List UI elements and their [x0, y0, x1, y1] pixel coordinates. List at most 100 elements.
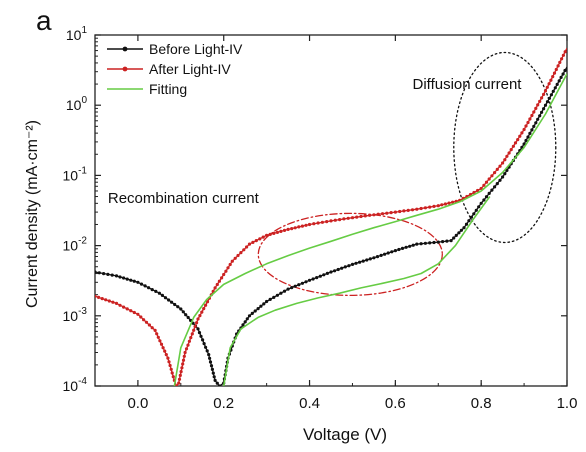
data-point	[490, 188, 494, 192]
data-point	[192, 328, 196, 332]
data-point	[158, 339, 162, 343]
data-point	[464, 222, 469, 226]
y-tick-exponent: -4	[78, 376, 87, 387]
data-point	[228, 262, 232, 267]
data-point	[457, 231, 461, 235]
data-point	[346, 216, 350, 220]
data-point	[190, 332, 194, 336]
data-point	[532, 124, 536, 128]
data-point	[559, 75, 563, 79]
data-point	[307, 278, 312, 282]
data-point	[530, 128, 534, 132]
data-point	[161, 346, 165, 350]
data-point	[132, 310, 136, 315]
data-point	[363, 214, 367, 218]
data-point	[297, 225, 301, 229]
data-point	[411, 243, 415, 247]
data-point	[318, 274, 322, 278]
data-point	[419, 242, 423, 246]
data-point	[555, 82, 559, 86]
data-point	[173, 302, 177, 307]
series-group	[95, 47, 567, 386]
data-point	[142, 318, 146, 322]
data-point	[549, 93, 554, 97]
data-point	[350, 216, 355, 220]
x-tick-label: 0.4	[299, 395, 320, 412]
data-point	[501, 175, 505, 179]
data-point	[100, 297, 104, 301]
data-point	[293, 226, 297, 230]
data-point	[245, 245, 249, 249]
data-point	[487, 177, 491, 181]
data-point	[167, 360, 171, 364]
data-point	[484, 180, 489, 184]
data-point	[201, 338, 205, 342]
data-point	[553, 86, 557, 90]
y-tick-base: 10	[66, 27, 82, 43]
data-point	[200, 310, 204, 314]
data-point	[204, 303, 208, 307]
data-point	[163, 296, 168, 300]
data-point	[178, 373, 182, 377]
data-point	[440, 203, 444, 207]
data-point	[262, 302, 266, 306]
legend-label: After Light-IV	[149, 61, 231, 77]
data-point	[372, 213, 376, 217]
data-point	[447, 201, 451, 205]
data-point	[204, 345, 208, 349]
data-point	[561, 53, 566, 57]
data-point	[199, 334, 203, 338]
data-point	[154, 289, 158, 293]
data-point	[209, 364, 214, 368]
legend-label: Fitting	[149, 81, 187, 97]
data-point	[179, 307, 183, 311]
data-point	[538, 99, 542, 103]
data-point	[404, 245, 408, 249]
data-point	[259, 304, 263, 308]
data-point	[226, 266, 230, 270]
data-point	[325, 220, 329, 224]
data-point	[300, 224, 304, 228]
data-point	[304, 280, 308, 284]
data-point	[536, 117, 540, 121]
data-point	[181, 358, 186, 362]
data-point	[472, 190, 476, 195]
data-point	[476, 188, 480, 193]
data-point	[419, 206, 423, 211]
data-point	[543, 103, 548, 107]
plot-frame	[94, 34, 568, 387]
data-point	[498, 178, 502, 182]
data-point	[423, 241, 427, 245]
data-point	[106, 272, 110, 276]
y-tick-label: 10-2	[63, 236, 88, 254]
y-tick-label: 10-1	[63, 165, 88, 183]
data-point	[393, 249, 397, 253]
data-point	[415, 242, 419, 246]
data-point	[245, 317, 249, 321]
data-point	[342, 217, 346, 221]
data-point	[114, 274, 119, 278]
data-point	[532, 110, 536, 114]
data-point	[540, 110, 544, 114]
data-point	[187, 339, 191, 343]
data-point	[503, 172, 507, 176]
data-point	[97, 271, 101, 275]
data-point	[230, 259, 234, 263]
data-point	[272, 231, 276, 235]
data-point	[540, 96, 544, 100]
data-point	[183, 350, 187, 355]
data-point	[212, 375, 216, 379]
y-tick-exponent: -3	[78, 306, 87, 317]
data-point	[482, 183, 486, 187]
data-point	[320, 220, 324, 224]
data-point	[125, 277, 129, 281]
data-point	[279, 291, 283, 295]
data-point	[107, 299, 111, 303]
data-point	[304, 223, 308, 227]
data-point	[526, 135, 530, 139]
data-point	[452, 236, 456, 240]
data-point	[122, 276, 126, 280]
data-point	[408, 244, 412, 248]
data-point	[493, 171, 497, 175]
